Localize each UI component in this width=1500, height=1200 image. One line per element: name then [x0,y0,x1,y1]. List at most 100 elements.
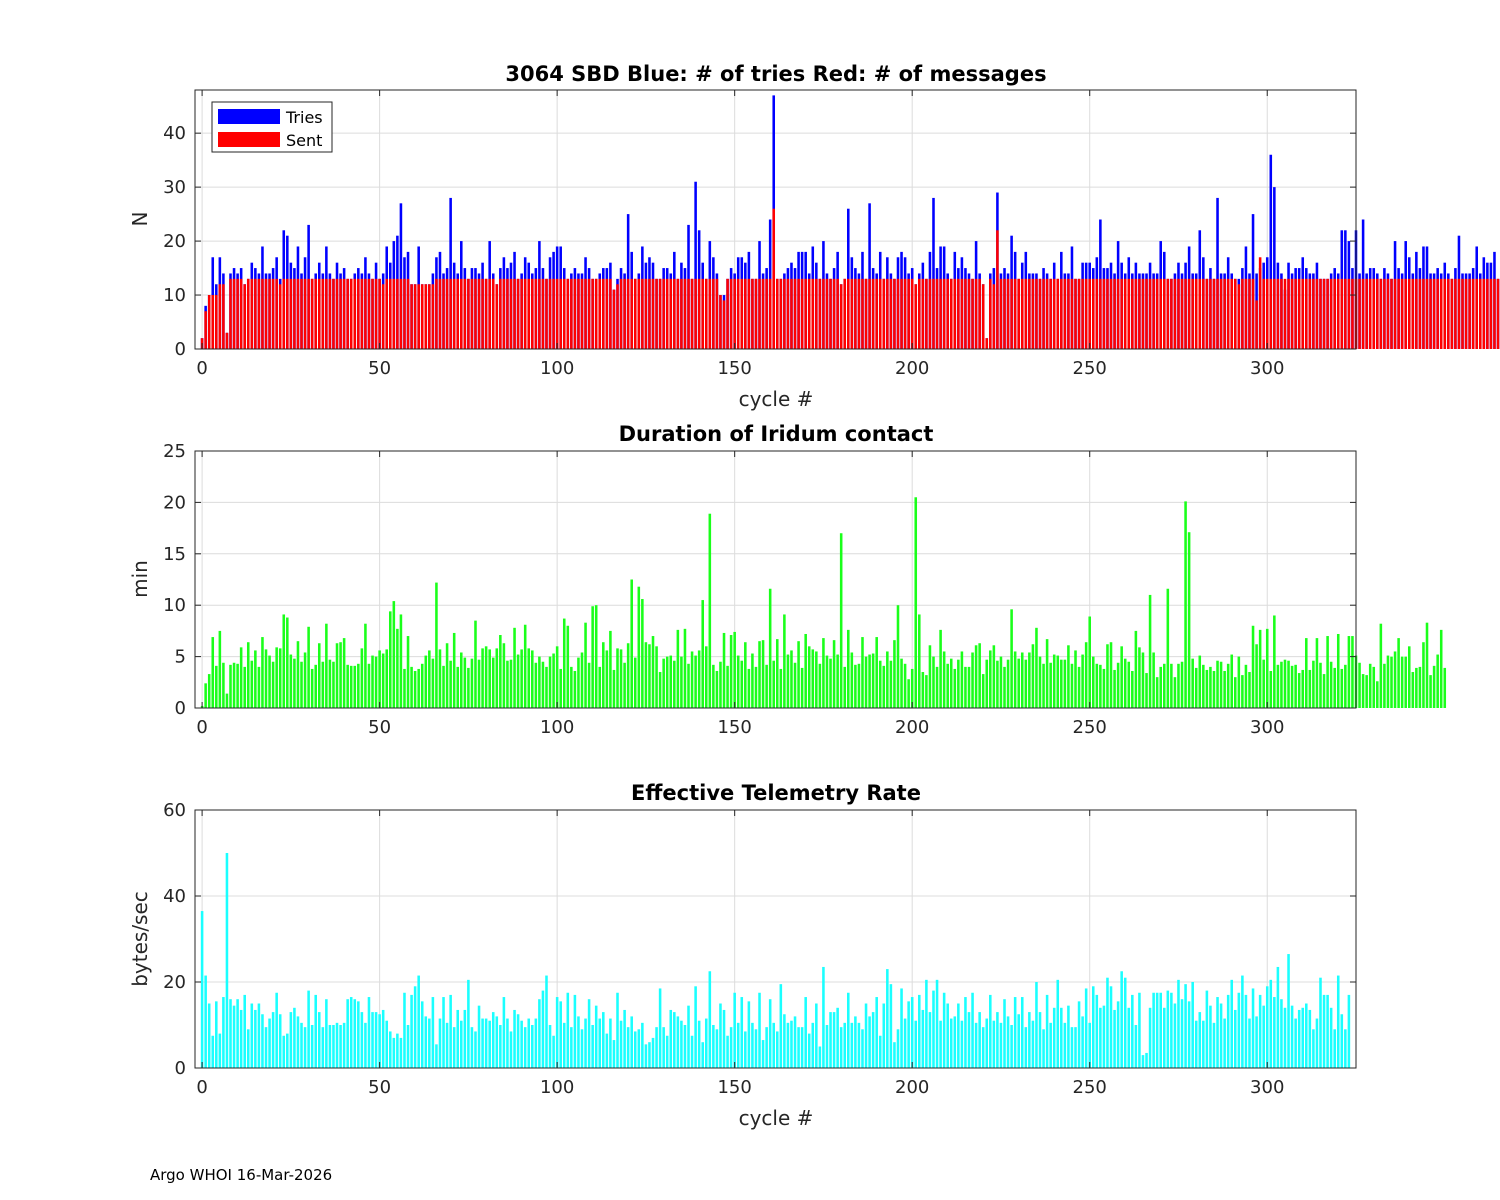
rate-bar-rate [1305,1003,1308,1068]
rate-bar-rate [967,1012,971,1068]
duration-bar-duration [829,658,832,708]
duration-xtick-label: 250 [1073,717,1107,738]
duration-bar-duration [804,633,807,708]
duration-bar-duration [1333,667,1336,708]
duration-bar-duration [690,651,694,708]
sbd-bar-sent [1212,278,1216,349]
rate-bar-rate [1045,994,1049,1068]
sbd-bar-tries [449,197,452,349]
rate-bar-rate [353,999,357,1068]
duration-bar-duration [1308,669,1312,708]
sbd-bar-sent [1209,278,1212,349]
sbd-bar-sent [1333,278,1336,349]
rate-bar-rate [278,1014,282,1068]
sbd-bar-sent [1365,278,1368,349]
rate-bar-rate [342,1022,346,1068]
sbd-bar-sent [903,278,907,349]
sbd-bar-sent [1322,278,1326,349]
rate-bar-rate [1312,1029,1315,1068]
rate-bar-rate [1070,1027,1074,1068]
sbd-bar-sent [261,278,264,349]
sbd-bar-sent [843,278,847,349]
rate-bar-rate [1177,979,1180,1068]
sbd-bar-sent [918,278,921,349]
rate-bar-rate [1244,994,1248,1068]
duration-bar-duration [1116,662,1120,708]
sbd-bar-sent [442,278,445,349]
duration-title: Duration of Iridum contact [619,422,934,446]
duration-bar-duration [1273,615,1276,708]
duration-bar-duration [1123,658,1127,708]
duration-bar-duration [665,656,669,708]
duration-bar-duration [452,632,456,708]
duration-bar-duration [683,628,687,708]
duration-bar-duration [1301,669,1305,708]
sbd-bar-sent [1173,278,1177,349]
duration-bar-duration [328,659,332,708]
sbd-xlabel: cycle # [739,387,814,411]
duration-bar-duration [1067,645,1070,708]
duration-ytick-label: 5 [175,647,186,668]
rate-bar-rate [793,1016,797,1068]
rate-bar-rate [605,1033,609,1068]
sbd-bar-sent [1038,278,1042,349]
rate-bar-rate [506,1018,509,1068]
sbd-bar-sent [1273,278,1276,349]
sbd-bar-sent [1159,278,1163,349]
sbd-bar-sent [332,278,335,349]
duration-bar-duration [1063,659,1067,708]
rate-bar-rate [424,1016,428,1068]
rate-bar-rate [1131,994,1134,1068]
sbd-axes-box [194,89,1357,350]
sbd-bar-sent [712,278,715,349]
rate-bar-rate [268,1018,271,1068]
duration-bar-duration [570,666,573,708]
rate-bar-rate [953,1016,957,1068]
sbd-bar-sent [914,284,918,349]
duration-bar-duration [577,657,580,708]
sbd-bar-sent [1486,278,1489,349]
sbd-bar-sent [1234,278,1237,349]
rate-bar-rate [317,1012,321,1068]
sbd-bar-sent [1461,278,1464,349]
duration-bar-duration [648,644,651,708]
sbd-bar-sent [815,278,818,349]
rate-bar-rate [981,1027,985,1068]
sbd-bar-sent [1127,278,1131,349]
sbd-bar-sent [1276,278,1280,349]
sbd-bar-sent [520,278,523,349]
rate-bar-rate [346,999,349,1068]
rate-bar-rate [431,997,435,1068]
sbd-bar-sent [1489,278,1493,349]
rate-bar-rate [531,1025,534,1068]
duration-bar-duration [211,637,215,708]
sbd-bar-sent [1393,278,1397,349]
sbd-bar-sent [488,278,491,349]
rate-bar-rate [918,994,921,1068]
sbd-bar-sent [1180,278,1184,349]
sbd-bar-sent [1418,278,1422,349]
rate-bar-rate [839,1027,843,1068]
sbd-bar-sent [825,278,829,349]
duration-bar-duration [1184,501,1187,708]
rate-bar-rate [275,992,278,1068]
duration-bar-duration [207,674,211,708]
duration-bar-duration [1106,644,1109,708]
duration-bar-duration [257,666,261,708]
sbd-bar-sent [1074,278,1077,349]
rate-bar-rate [310,1025,314,1068]
sbd-bar-sent [1280,278,1283,349]
rate-bar-rate [1155,992,1159,1068]
sbd-bar-sent [211,295,215,349]
sbd-bar-sent [896,278,900,349]
rate-bar-rate [779,984,783,1068]
sbd-bar-sent [1429,278,1432,349]
duration-bar-duration [1095,663,1099,708]
duration-bar-duration [832,640,836,708]
sbd-bar-sent [300,278,303,349]
sbd-bar-sent [513,278,516,349]
duration-bar-duration [1052,654,1056,708]
duration-bar-duration [928,645,932,708]
duration-bar-duration [1028,652,1031,708]
duration-bar-duration [1397,638,1400,708]
